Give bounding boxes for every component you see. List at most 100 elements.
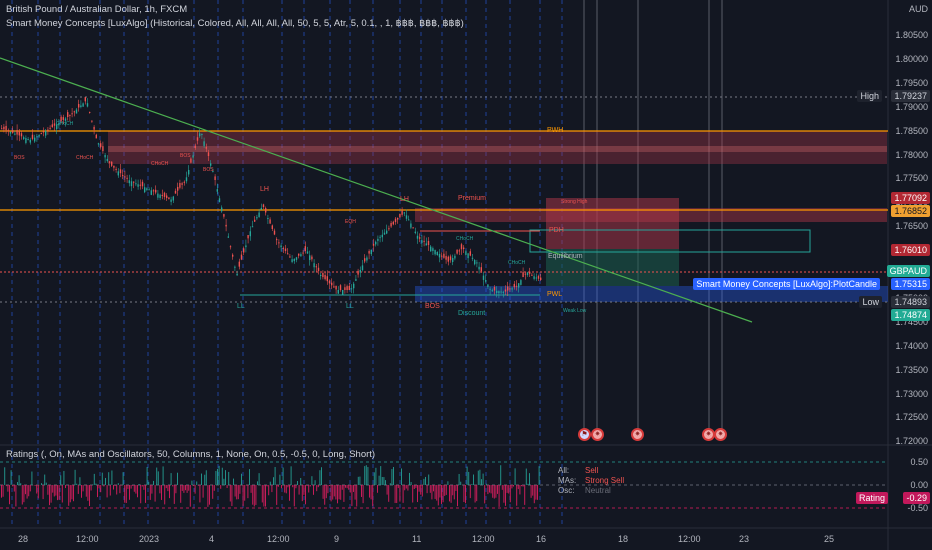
rating-bar: [415, 485, 417, 488]
rating-bar: [351, 485, 353, 506]
candle-body: [47, 129, 49, 131]
flag-event-icon[interactable]: ⚑: [578, 428, 591, 441]
candle-body: [56, 124, 58, 130]
candle-body: [300, 254, 302, 257]
rating-bar: [73, 485, 74, 502]
rating-value-tag: -0.29: [903, 492, 930, 504]
candle-body: [331, 282, 333, 286]
economic-event-icon-4[interactable]: ✷: [714, 428, 727, 441]
symbol-legend[interactable]: British Pound / Australian Dollar, 1h, F…: [6, 4, 188, 15]
rating-bar: [257, 481, 258, 485]
rating-bar: [500, 465, 502, 485]
candle-body: [234, 266, 236, 268]
rating-bar: [293, 485, 295, 507]
candle-body: [454, 255, 456, 259]
candle-body: [273, 230, 276, 235]
candle-body: [133, 181, 135, 183]
candle-body: [62, 117, 64, 120]
rating-bar: [2, 485, 4, 497]
rating-bar: [295, 485, 297, 489]
candle-body: [221, 207, 223, 212]
rating-bar: [457, 485, 458, 507]
rating-bar: [514, 468, 516, 485]
rating-bar: [223, 478, 225, 485]
economic-event-icon[interactable]: ✷: [591, 428, 604, 441]
economic-event-icon-2[interactable]: ✷: [631, 428, 644, 441]
rating-bar: [185, 485, 186, 491]
time-axis-label: 12:00: [678, 534, 701, 544]
rating-bar: [194, 485, 196, 494]
rating-bar: [261, 485, 263, 503]
rating-bar: [130, 485, 132, 489]
time-axis-label: 25: [824, 534, 835, 544]
candle-body: [458, 250, 460, 252]
candle-body: [364, 258, 366, 262]
candle-body: [386, 230, 388, 234]
rating-bar: [197, 485, 199, 486]
price-tag-green: 1.74874: [891, 309, 930, 321]
rating-bar: [503, 485, 505, 503]
candle-body: [355, 279, 357, 281]
rating-bar: [402, 485, 404, 503]
rating-bar: [18, 475, 20, 485]
candle-body: [251, 226, 254, 228]
rating-bar: [181, 485, 183, 491]
rating-bar: [521, 485, 522, 487]
price-axis-label: 1.80500: [895, 30, 928, 40]
candle-body: [276, 239, 278, 241]
rating-bar: [298, 485, 300, 495]
candle-body: [522, 272, 524, 278]
rating-bar: [93, 473, 95, 485]
rating-bar: [15, 485, 17, 507]
rating-bar: [303, 485, 305, 495]
candle-body: [78, 104, 80, 108]
candle-body: [124, 176, 126, 178]
rating-bar: [23, 485, 25, 503]
rating-axis-000: 0.00: [910, 480, 928, 490]
candle-body: [93, 126, 95, 130]
rating-bar: [105, 477, 106, 485]
rating-bar: [154, 485, 156, 502]
rating-bar: [242, 485, 244, 507]
candle-body: [502, 291, 504, 293]
rating-bar: [165, 485, 167, 489]
rating-bar: [349, 485, 351, 493]
rating-bar: [404, 485, 406, 491]
rating-bar: [493, 485, 495, 499]
candle-body: [166, 195, 168, 198]
rating-bar: [465, 485, 466, 504]
rating-bar: [433, 485, 434, 492]
rating-bar: [412, 485, 414, 503]
candle-body: [194, 145, 196, 148]
rating-bar: [202, 485, 204, 498]
rating-bar: [508, 485, 510, 494]
candle-body: [357, 270, 359, 275]
rating-bar: [135, 485, 137, 494]
rating-bar: [466, 466, 468, 485]
rating-bar: [237, 485, 239, 500]
candle-body: [152, 190, 155, 192]
time-axis-label: 9: [334, 534, 340, 544]
ll-label-2: LL: [346, 303, 354, 310]
candle-body: [100, 143, 102, 148]
equilibrium-zone: [546, 249, 679, 286]
candle-body: [460, 244, 463, 250]
rating-bar: [218, 465, 220, 485]
rating-bar: [249, 469, 250, 485]
candle-body: [317, 267, 320, 272]
candle-body: [146, 188, 148, 191]
rating-bar: [361, 485, 362, 497]
rating-bar: [327, 485, 329, 494]
candle-body: [159, 194, 161, 199]
candle-body: [348, 285, 350, 290]
candle-body: [513, 283, 515, 288]
candle-body: [58, 122, 60, 126]
ratings-legend[interactable]: Ratings (, On, MAs and Oscillators, 50, …: [6, 449, 376, 460]
candle-body: [216, 189, 218, 192]
rating-bar: [441, 485, 442, 504]
candle-body: [243, 248, 245, 253]
indicator-legend[interactable]: Smart Money Concepts [LuxAlgo] (Historic…: [6, 18, 464, 29]
candle-body: [390, 222, 392, 227]
